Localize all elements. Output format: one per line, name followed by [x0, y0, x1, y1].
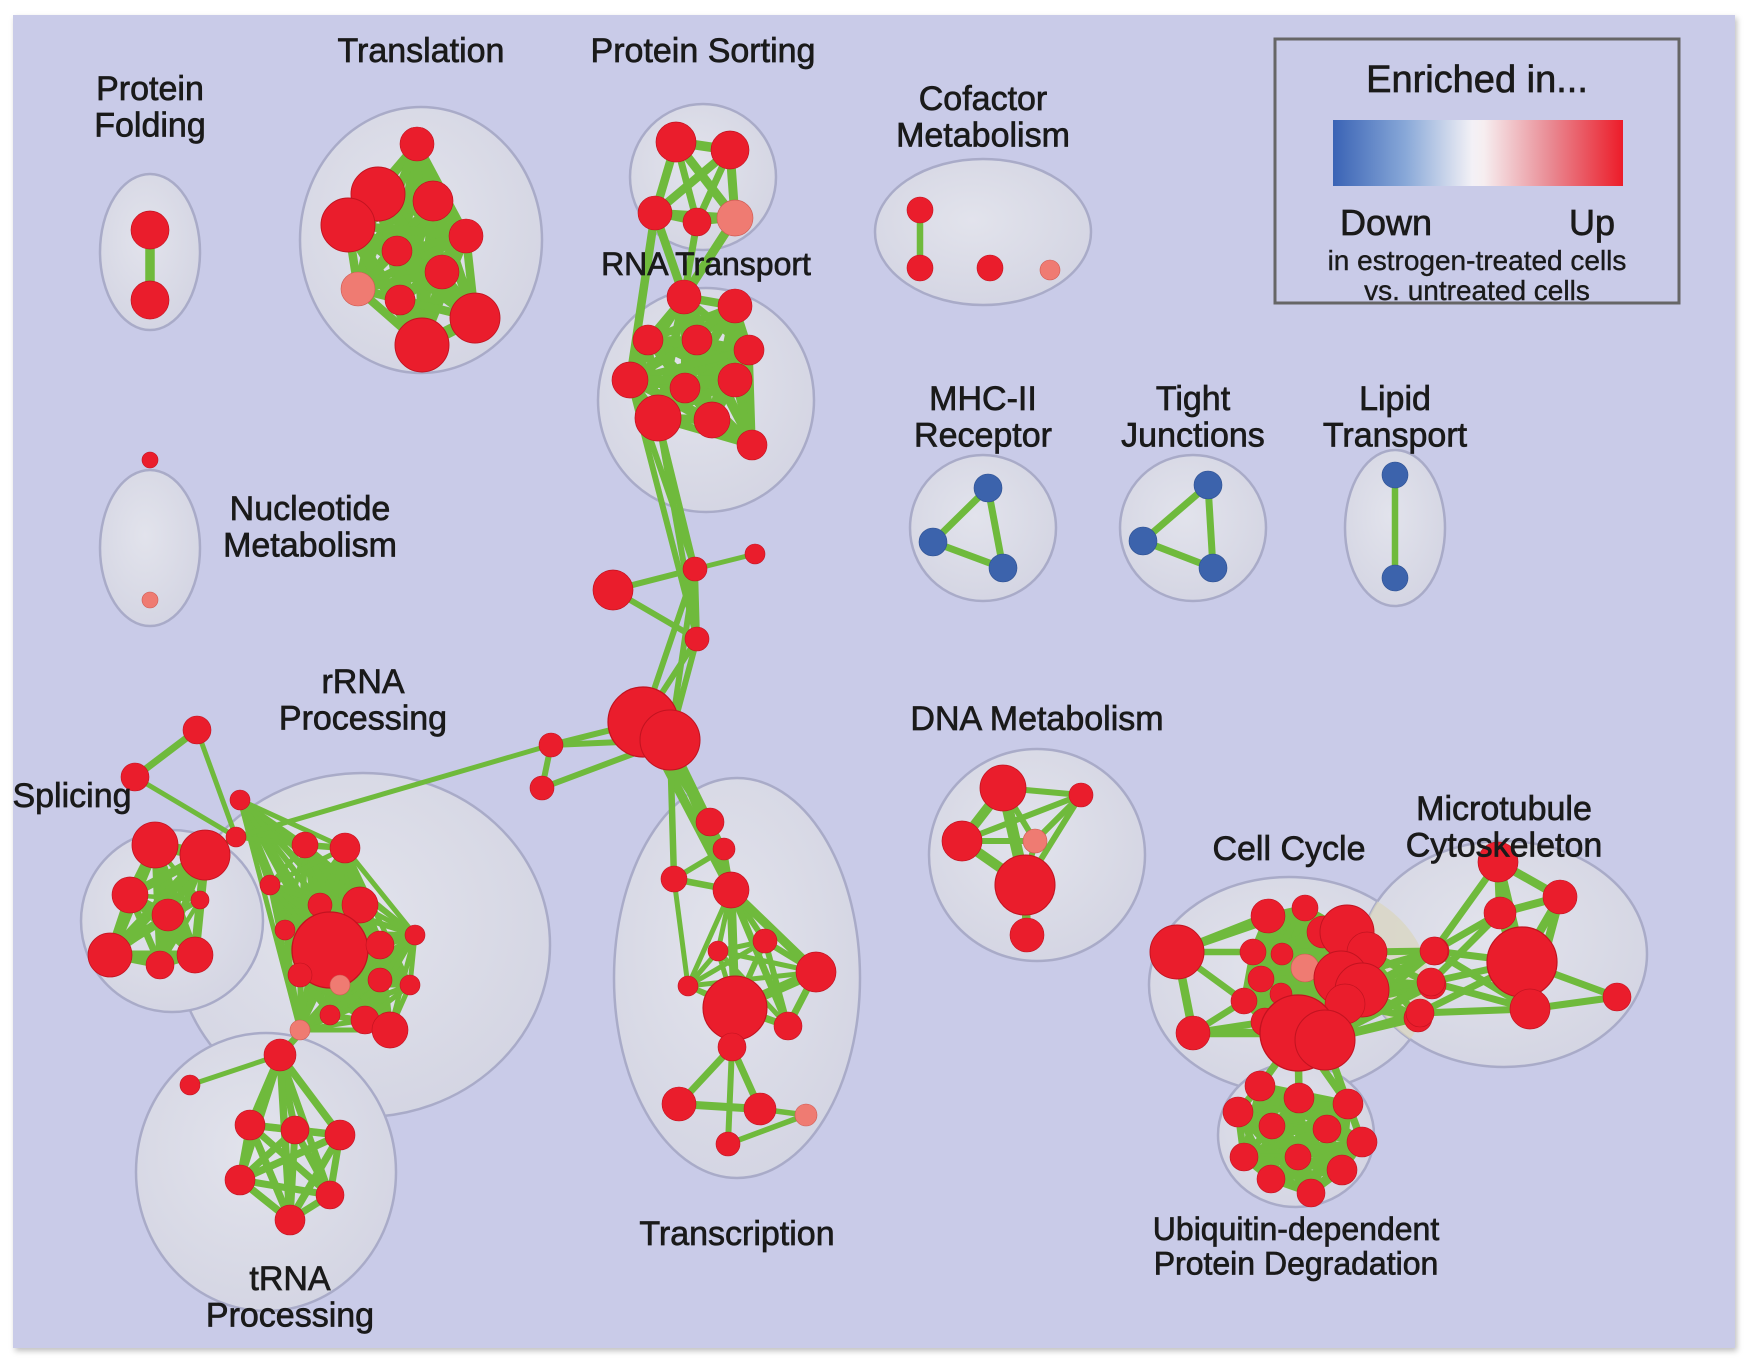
svg-text:Cell Cycle: Cell Cycle [1212, 830, 1365, 868]
svg-text:Splicing: Splicing [12, 777, 131, 815]
svg-text:Enriched in...: Enriched in... [1366, 59, 1588, 101]
svg-text:Down: Down [1340, 202, 1432, 243]
svg-text:Translation: Translation [338, 32, 505, 70]
svg-text:Up: Up [1569, 202, 1615, 243]
svg-text:DNA Metabolism: DNA Metabolism [910, 700, 1163, 738]
svg-text:in estrogen-treated cells: in estrogen-treated cells [1328, 245, 1627, 276]
svg-text:Transcription: Transcription [639, 1215, 834, 1253]
svg-text:RNA Transport: RNA Transport [601, 246, 811, 282]
svg-text:Protein Sorting: Protein Sorting [591, 32, 816, 70]
svg-text:vs. untreated cells: vs. untreated cells [1364, 275, 1590, 306]
